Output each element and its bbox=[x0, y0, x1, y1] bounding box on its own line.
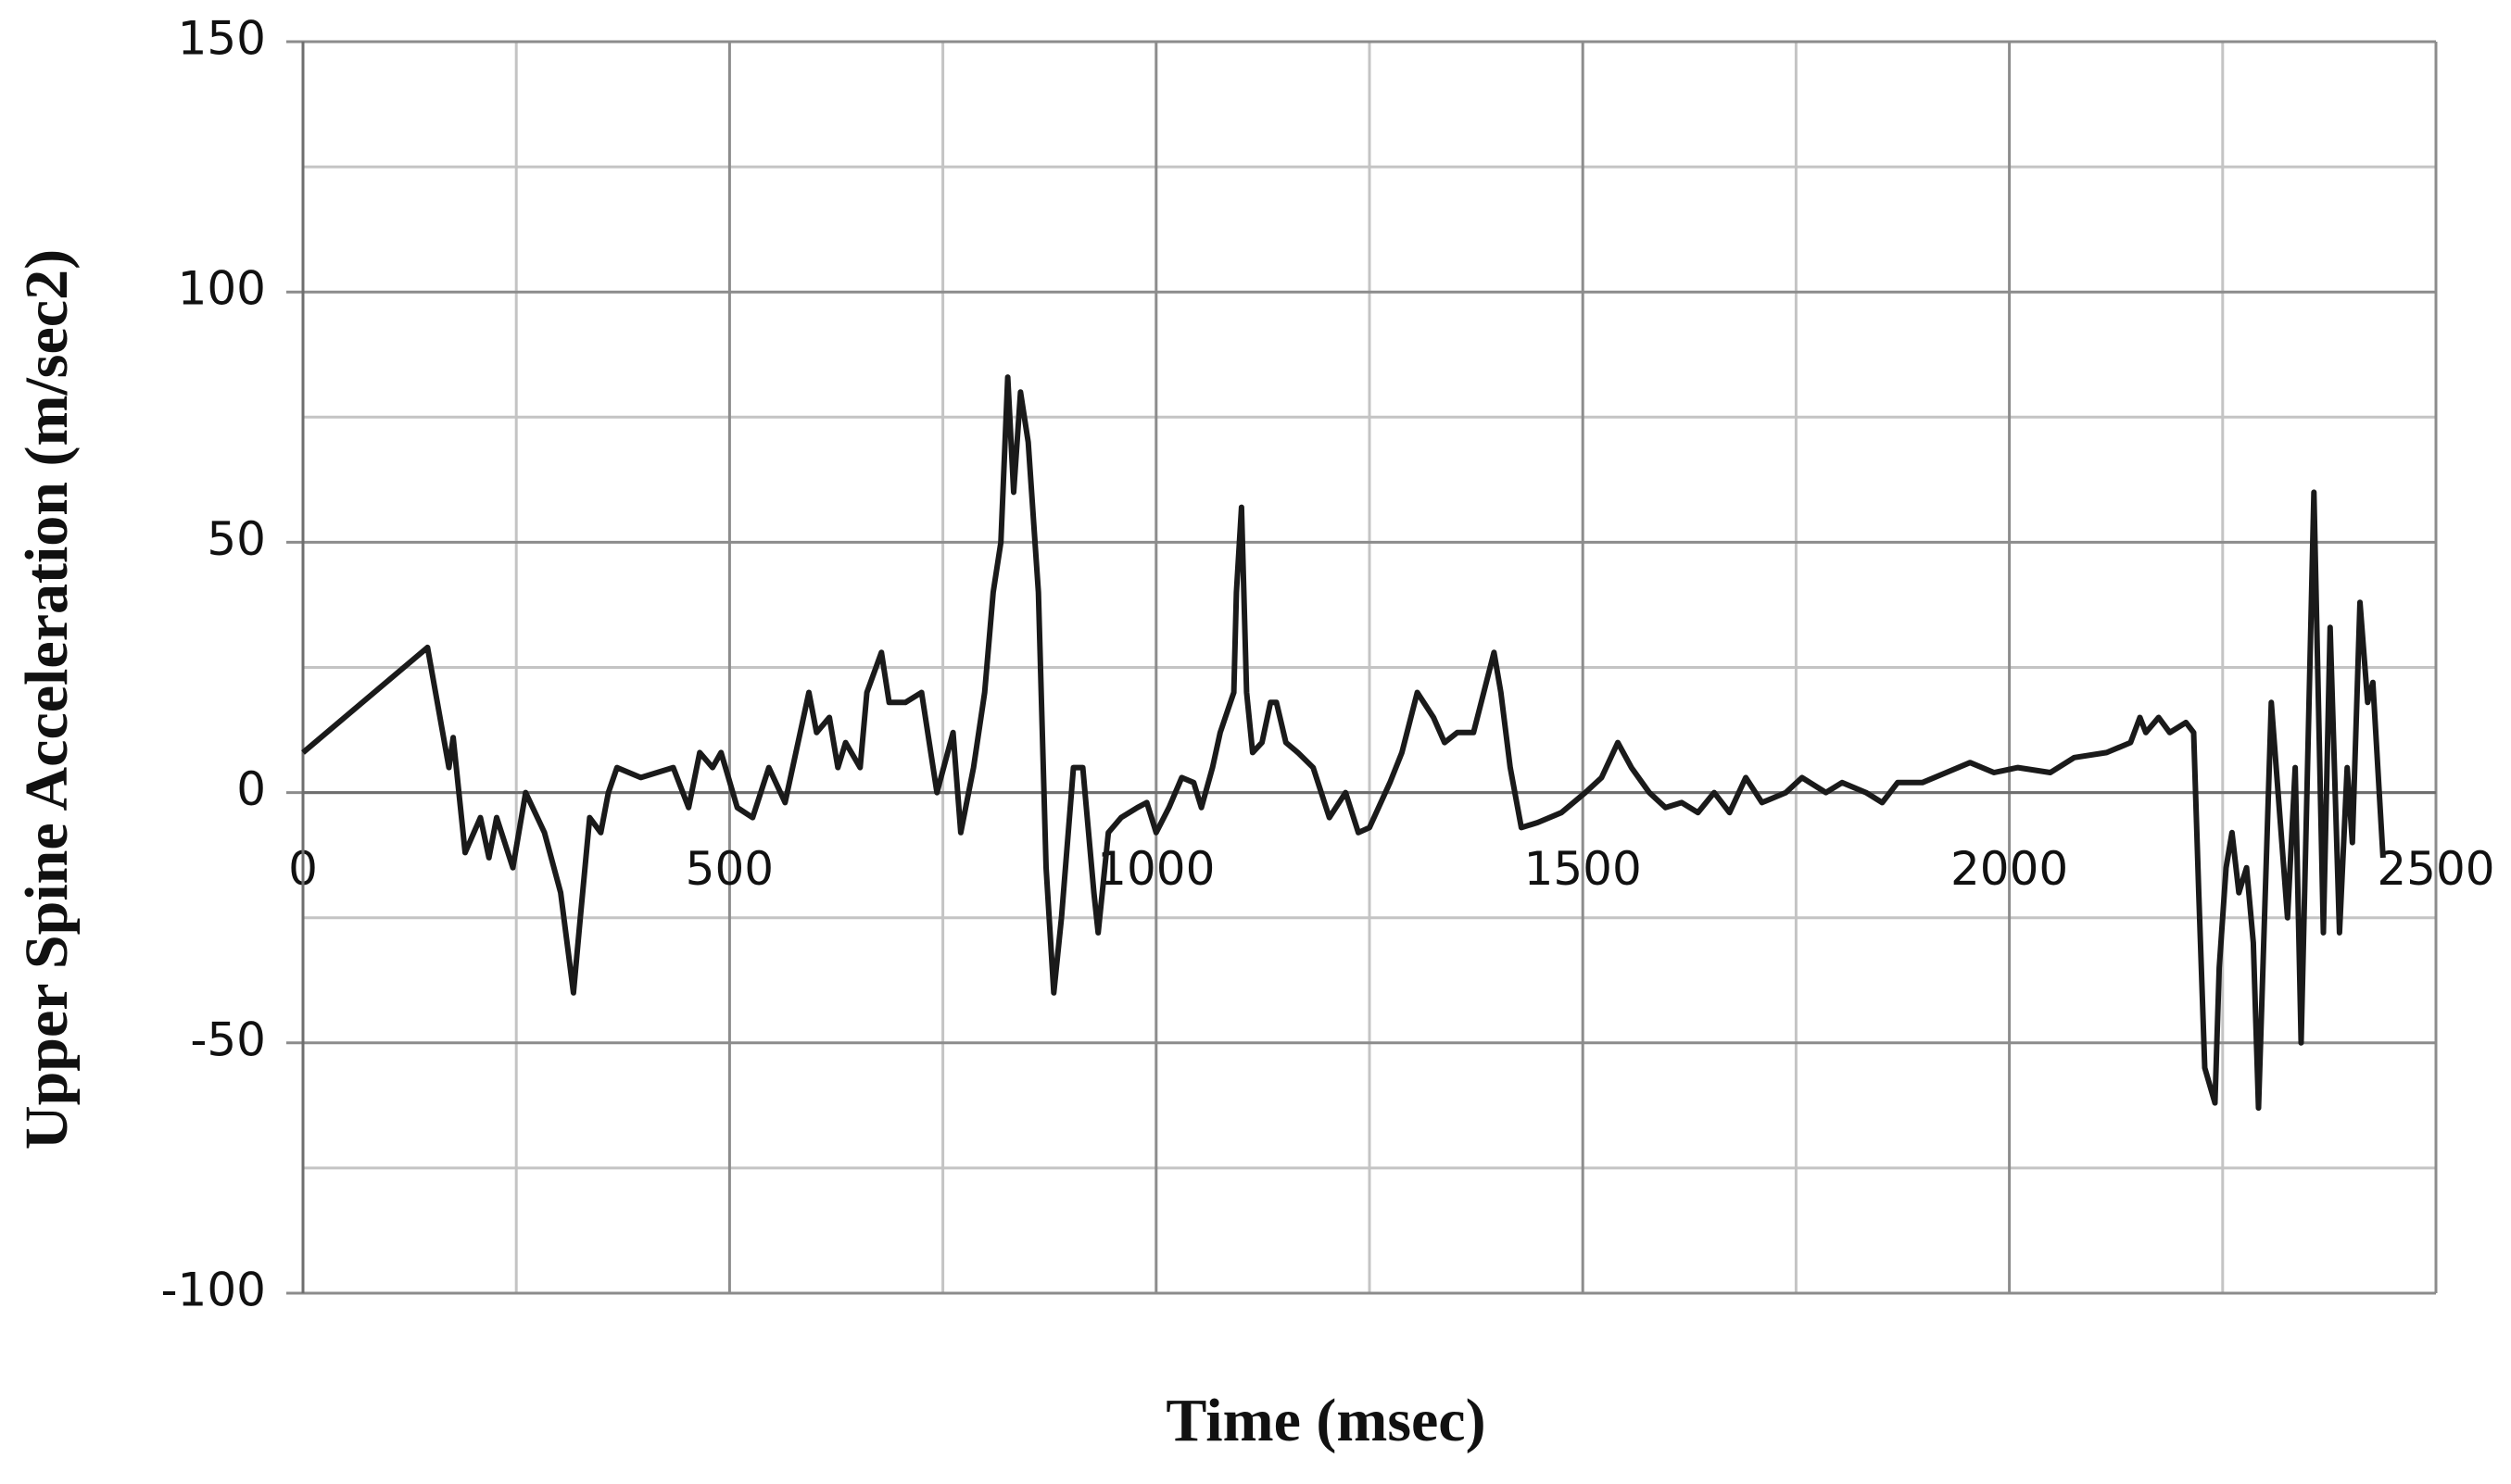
x-tick-label: 1000 bbox=[1097, 842, 1215, 896]
x-tick-label: 2000 bbox=[1950, 842, 2068, 896]
x-axis-title: Time (msec) bbox=[1166, 1387, 1485, 1454]
y-tick-label: 100 bbox=[178, 262, 266, 316]
y-axis-title: Upper Spine Acceleration (m/sec2) bbox=[13, 249, 81, 1150]
x-tick-label: 500 bbox=[686, 842, 774, 896]
y-tick-label: 150 bbox=[178, 12, 266, 66]
data-line bbox=[301, 374, 2386, 1112]
x-tick-label: 1500 bbox=[1524, 842, 1642, 896]
y-tick-label: -50 bbox=[190, 1012, 266, 1066]
x-tick-label: 2500 bbox=[2377, 842, 2494, 896]
y-tick-label: -100 bbox=[161, 1264, 266, 1317]
y-tick-label: 0 bbox=[236, 762, 266, 816]
y-tick-label: 50 bbox=[207, 512, 266, 566]
